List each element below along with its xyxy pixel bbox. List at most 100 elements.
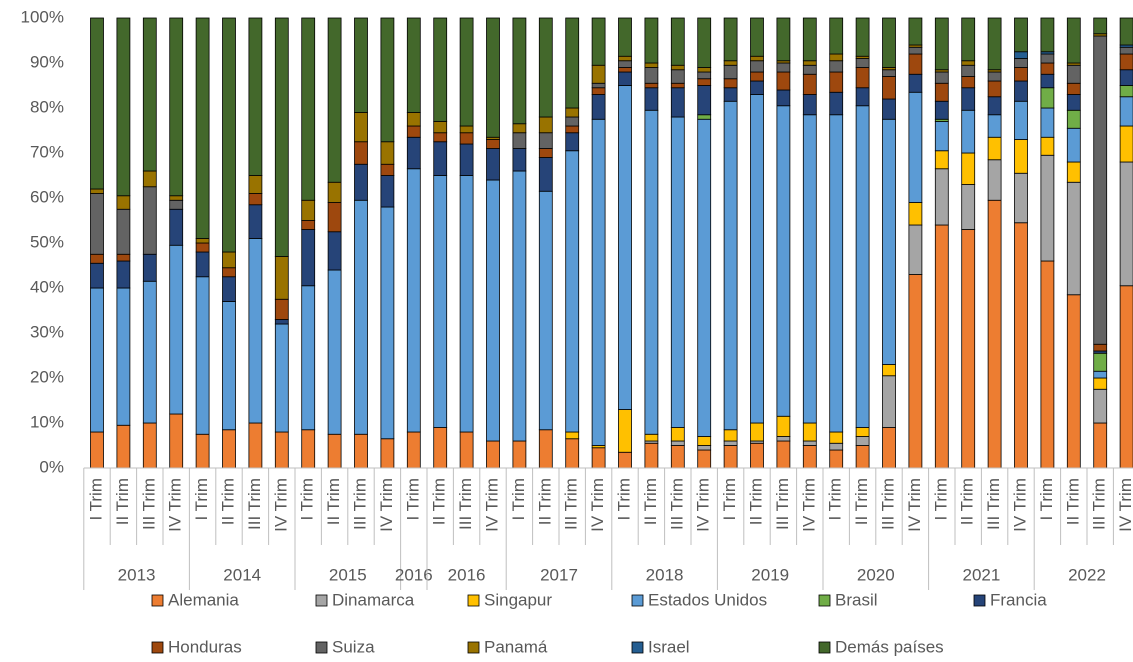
- bar-segment: [882, 69, 896, 77]
- bar-segment: [565, 17, 580, 109]
- bar-segment: [802, 114, 817, 424]
- bar-segment: [1066, 161, 1081, 183]
- legend-label: Estados Unidos: [648, 590, 767, 609]
- bar-segment: [90, 17, 104, 190]
- bar-segment: [776, 89, 791, 107]
- x-tick-label: II Trim: [641, 478, 660, 525]
- bar-segment: [723, 429, 738, 442]
- legend-swatch: [315, 594, 328, 607]
- x-tick-label: IV Trim: [905, 478, 924, 532]
- y-tick-label: 30%: [30, 322, 64, 341]
- bar-segment: [934, 17, 949, 71]
- legend-swatch: [151, 641, 164, 654]
- bar-segment: [90, 253, 104, 264]
- bar-segment: [222, 267, 236, 278]
- bar-segment: [538, 157, 553, 192]
- x-tick-label: I Trim: [720, 478, 739, 521]
- group-label: 2014: [223, 565, 261, 584]
- bar-segment: [961, 76, 976, 89]
- x-tick-label: I Trim: [403, 478, 422, 521]
- legend-swatch: [467, 641, 480, 654]
- bar-segment: [406, 431, 421, 469]
- bar-segment: [248, 175, 263, 194]
- bar-segment: [882, 118, 896, 365]
- bar-segment: [987, 80, 1002, 98]
- bar-segment: [618, 17, 632, 57]
- bar-segment: [1014, 17, 1028, 53]
- bar-segment: [327, 231, 342, 271]
- bar-segment: [433, 132, 448, 143]
- y-tick-label: 40%: [30, 277, 64, 296]
- y-tick-label: 10%: [30, 412, 64, 431]
- bar-segment: [486, 179, 500, 442]
- bar-segment: [618, 55, 632, 62]
- bar-segment: [116, 208, 131, 255]
- bar-segment: [723, 445, 738, 469]
- bar-segment: [697, 71, 712, 80]
- bar-segment: [776, 105, 791, 417]
- group-label: 2016: [395, 565, 433, 584]
- bar-segment: [512, 440, 527, 469]
- bar-segment: [169, 199, 184, 210]
- group-label: 2016: [448, 565, 486, 584]
- bar-segment: [723, 87, 738, 102]
- legend-swatch: [631, 641, 644, 654]
- bar-segment: [327, 433, 342, 469]
- group-label: 2020: [857, 565, 895, 584]
- bar-segment: [380, 141, 395, 165]
- x-tick-label: II Trim: [430, 478, 449, 525]
- bar-segment: [697, 114, 712, 120]
- y-tick-label: 20%: [30, 367, 64, 386]
- bar-segment: [1066, 109, 1081, 129]
- bar-segment: [169, 244, 184, 415]
- bar-segment: [618, 60, 632, 68]
- bar-segment: [908, 224, 923, 275]
- x-tick-label: IV Trim: [588, 478, 607, 532]
- bar-segment: [1093, 388, 1108, 424]
- x-tick-label: II Trim: [113, 478, 132, 525]
- bar-segment: [934, 71, 949, 84]
- bar-segment: [195, 242, 210, 253]
- bar-segment: [1066, 94, 1081, 111]
- bar-segment: [1040, 53, 1055, 64]
- bar-segment: [776, 415, 791, 437]
- bar-segment: [565, 431, 580, 440]
- bar-segment: [644, 67, 659, 84]
- bar-segment: [116, 260, 131, 289]
- bar-segment: [195, 238, 210, 244]
- bar-segment: [142, 280, 157, 424]
- bar-segment: [670, 69, 685, 84]
- x-tick-label: I Trim: [192, 478, 211, 521]
- bar-segment: [697, 445, 712, 451]
- bar-segment: [90, 262, 104, 289]
- bar-segment: [670, 17, 685, 66]
- bar-segment: [565, 116, 580, 127]
- legend-swatch: [818, 641, 831, 654]
- x-tick-label: IV Trim: [799, 478, 818, 532]
- bar-segment: [908, 274, 923, 469]
- bar-segment: [670, 116, 685, 428]
- bar-segment: [829, 442, 844, 451]
- x-tick-label: I Trim: [86, 478, 105, 521]
- bar-segment: [829, 91, 844, 116]
- bar-segment: [987, 71, 1002, 82]
- bar-segment: [591, 17, 606, 66]
- bar-segment: [301, 199, 316, 221]
- bar-segment: [697, 78, 712, 86]
- bar-segment: [1014, 100, 1028, 140]
- bar-segment: [327, 269, 342, 435]
- bar-segment: [1119, 53, 1133, 71]
- bar-segment: [776, 436, 791, 442]
- bar-segment: [222, 276, 236, 302]
- bar-segment: [908, 53, 923, 75]
- bar-segment: [116, 287, 131, 426]
- legend-swatch: [631, 594, 644, 607]
- bar-segment: [406, 168, 421, 433]
- bar-segment: [486, 440, 500, 469]
- bar-segment: [248, 17, 263, 176]
- bar-segment: [776, 440, 791, 469]
- bar-segment: [1014, 222, 1028, 469]
- bar-segment: [882, 17, 896, 68]
- bar-segment: [591, 118, 606, 446]
- bar-segment: [538, 429, 553, 469]
